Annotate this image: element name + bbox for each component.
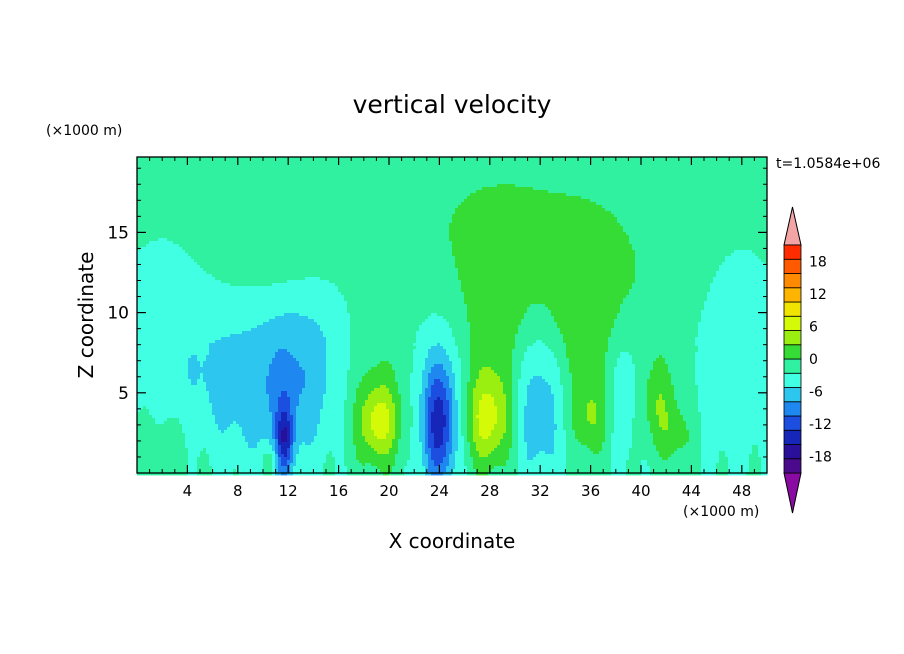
x-tick-label: 44: [682, 482, 701, 500]
y-tick-label: 10: [107, 304, 129, 324]
colorbar-segment: [783, 444, 802, 460]
colorbar-segment: [783, 258, 802, 274]
colorbar-tick-label: 18: [809, 254, 827, 270]
colorbar-tick-label: -18: [809, 450, 832, 466]
colorbar-over-triangle: [783, 206, 802, 246]
x-tick-label: 4: [183, 482, 193, 500]
x-tick-label: 8: [233, 482, 243, 500]
x-tick-label: 40: [631, 482, 650, 500]
colorbar-segment: [783, 358, 802, 374]
colorbar-segment: [783, 244, 802, 260]
y-unit-label: (×1000 m): [46, 123, 122, 139]
colorbar-segment: [783, 401, 802, 417]
colorbar-segment: [783, 315, 802, 331]
colorbar-tick-label: -6: [809, 385, 823, 401]
velocity-field: [137, 157, 768, 476]
colorbar-segment: [783, 429, 802, 445]
colorbar-segment: [783, 372, 802, 388]
x-tick-label: 24: [430, 482, 449, 500]
x-axis-label: X coordinate: [389, 529, 516, 553]
x-tick-label: 20: [379, 482, 398, 500]
y-tick-label: 5: [118, 384, 129, 404]
colorbar-segment: [783, 330, 802, 346]
colorbar-segment: [783, 287, 802, 303]
x-tick-label: 16: [329, 482, 348, 500]
colorbar-segment: [783, 387, 802, 403]
x-tick-label: 32: [531, 482, 550, 500]
colorbar-tick-label: 12: [809, 287, 827, 303]
time-label: t=1.0584e+06: [776, 156, 880, 172]
y-axis-label: Z coordinate: [74, 252, 98, 379]
x-tick-label: 48: [732, 482, 751, 500]
colorbar-tick-label: 6: [809, 319, 818, 335]
colorbar-tick-label: 0: [809, 352, 818, 368]
x-tick-label: 12: [279, 482, 298, 500]
colorbar-segment: [783, 458, 802, 474]
x-tick-label: 28: [480, 482, 499, 500]
colorbar: 18 12 6 0 -6 -12 -18: [783, 206, 832, 514]
colorbar-segment: [783, 273, 802, 289]
colorbar-under-triangle: [783, 472, 802, 514]
y-tick-label: 15: [107, 223, 129, 243]
chart-title: vertical velocity: [353, 90, 552, 119]
colorbar-segment: [783, 415, 802, 431]
x-unit-label: (×1000 m): [683, 504, 759, 520]
colorbar-segment: [783, 301, 802, 317]
colorbar-tick-label: -12: [809, 417, 832, 433]
x-tick-label: 36: [581, 482, 600, 500]
colorbar-segment: [783, 344, 802, 360]
